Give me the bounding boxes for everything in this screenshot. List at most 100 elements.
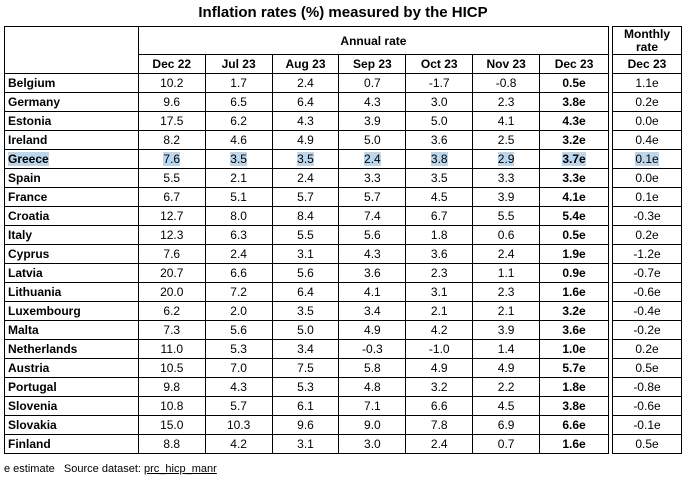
value-cell: 3.1: [271, 434, 340, 454]
value: 3.3e: [562, 171, 586, 185]
value-cell: 2.1: [405, 301, 474, 321]
value: 6.6: [230, 266, 247, 280]
table-row: Slovenia 10.8 5.7 6.1 7.1 6.6 4.5 3.8e: [4, 396, 609, 416]
value-cell: 2.4: [271, 73, 340, 93]
table-row: Latvia 20.7 6.6 5.6 3.6 2.3 1.1 0.9e: [4, 263, 609, 283]
value-cell: 9.6: [271, 415, 340, 435]
value: 4.3: [364, 247, 381, 261]
value: 5.6: [364, 228, 381, 242]
value-cell: 3.8e: [539, 396, 609, 416]
monthly-value-cell: 0.5e: [612, 358, 682, 378]
monthly-rate-header: Monthly rate: [612, 26, 682, 55]
value-cell: 3.1: [405, 282, 474, 302]
country-cell: Lithuania: [4, 282, 139, 302]
value-cell: -0.3: [338, 339, 407, 359]
monthly-row: 0.5e: [612, 358, 682, 378]
monthly-value: 0.4e: [635, 133, 659, 147]
value: 3.5: [230, 152, 247, 166]
value: 0.7: [497, 437, 515, 451]
value-cell: 7.2: [204, 282, 273, 302]
value: 7.5: [297, 361, 314, 375]
country-name: Greece: [8, 152, 49, 166]
value: 5.5: [497, 209, 515, 223]
value: 0.9e: [562, 266, 586, 280]
value: 2.5: [497, 133, 515, 147]
value: 17.5: [160, 114, 184, 128]
value-cell: 1.1: [472, 263, 541, 283]
footer-note: e estimate Source dataset:: [4, 463, 145, 475]
value: 3.6e: [562, 323, 586, 337]
value-cell: 5.6: [338, 225, 407, 245]
value-cell: 5.6: [204, 320, 273, 340]
value-cell: 3.5: [271, 301, 340, 321]
value-cell: 3.3: [338, 168, 407, 188]
value-cell: 7.6: [137, 149, 206, 169]
monthly-value: 0.2e: [635, 342, 659, 356]
value: 7.0: [230, 361, 247, 375]
value-cell: 7.4: [338, 206, 407, 226]
value-cell: 2.3: [472, 282, 541, 302]
value-cell: 10.8: [137, 396, 206, 416]
monthly-row: -0.3e: [612, 206, 682, 226]
source-dataset-link[interactable]: prc_hicp_manr: [144, 463, 217, 475]
value: -0.3: [362, 342, 383, 356]
value: 3.6: [430, 247, 448, 261]
value-cell: 3.0: [338, 434, 407, 454]
value-cell: 1.6e: [539, 434, 609, 454]
monthly-value-cell: 0.2e: [612, 92, 682, 112]
value-cell: 6.1: [271, 396, 340, 416]
value-cell: 1.4: [472, 339, 541, 359]
value-cell: 4.9: [338, 320, 407, 340]
value: 5.8: [364, 361, 381, 375]
value: 6.6e: [562, 418, 586, 432]
value: 4.1e: [562, 190, 586, 204]
country-cell: Estonia: [4, 111, 139, 131]
value: 3.1: [297, 437, 314, 451]
country-name: Latvia: [8, 266, 43, 280]
column-header: Jul 23: [204, 54, 273, 74]
value: 4.5: [430, 190, 448, 204]
value: 1.1: [497, 266, 515, 280]
monthly-value-cell: 0.1e: [612, 149, 682, 169]
monthly-value-cell: 0.5e: [612, 434, 682, 454]
value-cell: 1.0e: [539, 339, 609, 359]
value: 3.8: [430, 152, 448, 166]
value: 20.7: [160, 266, 184, 280]
monthly-value-cell: -1.2e: [612, 244, 682, 264]
value-cell: 4.6: [204, 130, 273, 150]
value: 2.4: [364, 152, 381, 166]
value: 1.7: [230, 76, 247, 90]
country-cell: Italy: [4, 225, 139, 245]
value: 0.6: [497, 228, 515, 242]
value-cell: 5.0: [405, 111, 474, 131]
country-cell: Austria: [4, 358, 139, 378]
monthly-value: 0.2e: [635, 95, 659, 109]
value: 8.0: [230, 209, 247, 223]
value-cell: 2.3: [405, 263, 474, 283]
value: 5.7: [297, 190, 314, 204]
monthly-value-cell: 0.0e: [612, 168, 682, 188]
monthly-value: 1.1e: [635, 76, 659, 90]
value: 4.1: [364, 285, 381, 299]
value: 3.7e: [562, 152, 586, 166]
value: 5.3: [230, 342, 247, 356]
value: 5.0: [430, 114, 448, 128]
value-cell: 6.6: [204, 263, 273, 283]
value: 6.2: [163, 304, 181, 318]
value: 12.7: [160, 209, 184, 223]
monthly-row: 0.1e: [612, 187, 682, 207]
value-cell: 2.1: [472, 301, 541, 321]
monthly-value-cell: -0.1e: [612, 415, 682, 435]
value-cell: 3.6: [405, 244, 474, 264]
country-name: Cyprus: [8, 247, 50, 261]
value-cell: 10.5: [137, 358, 206, 378]
value: 4.2: [430, 323, 448, 337]
value-cell: 17.5: [137, 111, 206, 131]
monthly-value-cell: -0.3e: [612, 206, 682, 226]
value-cell: -1.7: [405, 73, 474, 93]
value: 6.7: [430, 209, 448, 223]
value: 3.8e: [562, 95, 586, 109]
monthly-value: 0.2e: [635, 228, 659, 242]
value-cell: 3.6: [405, 130, 474, 150]
value-cell: 6.7: [137, 187, 206, 207]
